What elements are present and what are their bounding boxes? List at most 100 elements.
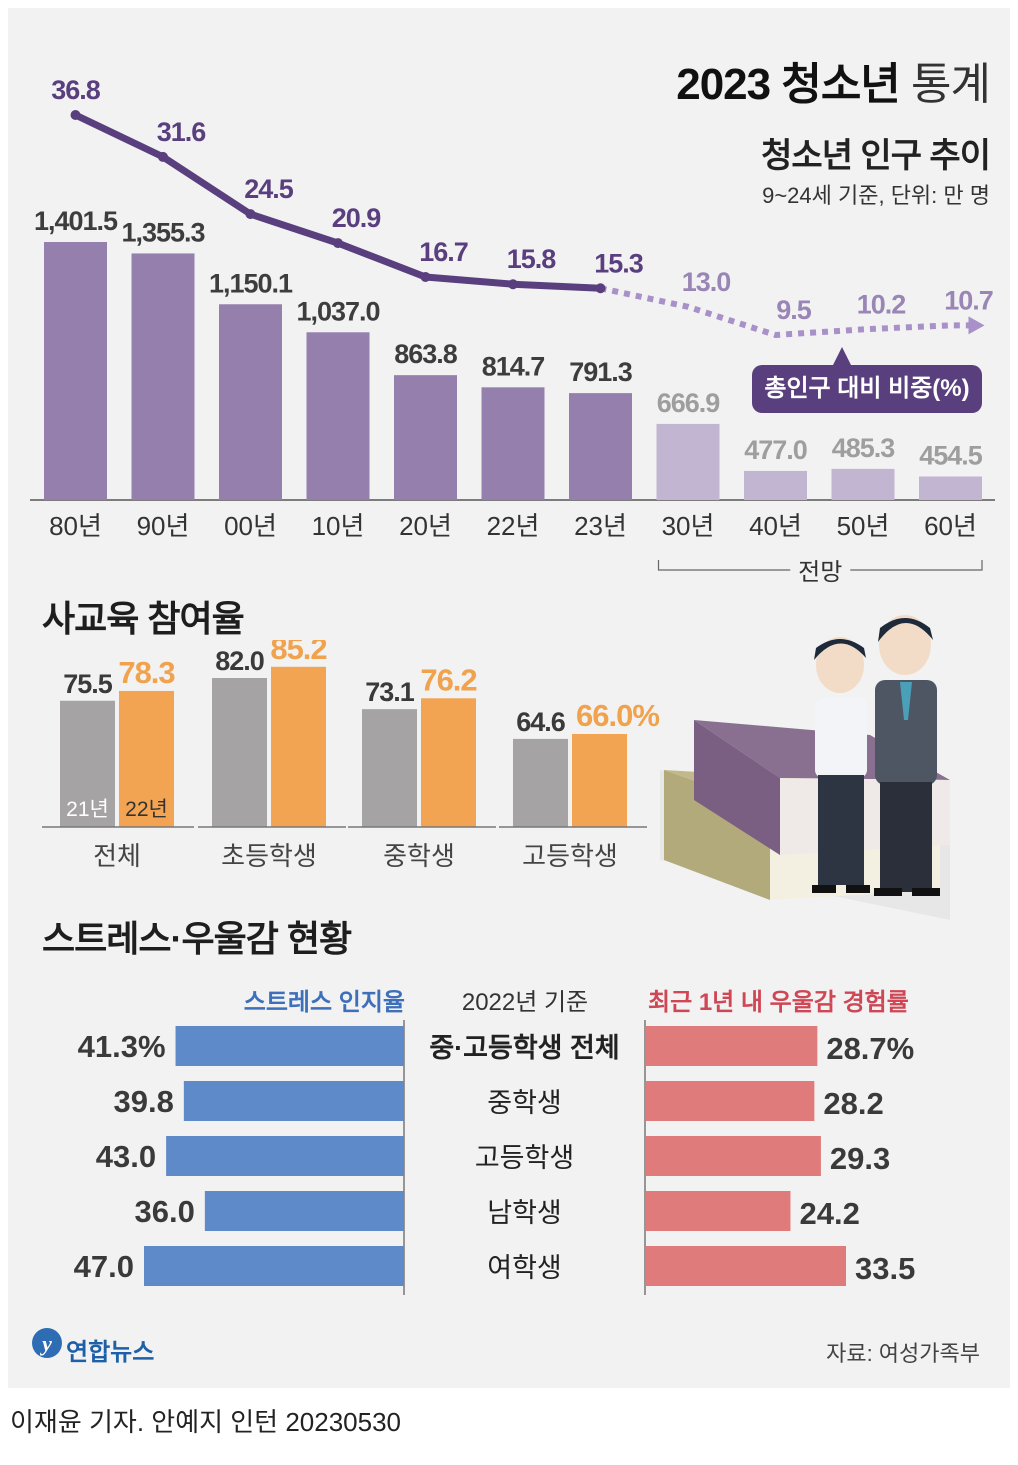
population-x-tick-label: 00년 xyxy=(224,511,277,541)
yonhap-logo-text: 연합뉴스 xyxy=(66,1339,155,1366)
population-bar-label: 863.8 xyxy=(394,339,458,369)
population-bar xyxy=(481,387,545,500)
depression-bar-label: 28.2 xyxy=(823,1086,883,1121)
population-x-tick-label: 22년 xyxy=(487,511,540,541)
edu-legend-22: 22년 xyxy=(125,798,168,821)
population-bar-label: 1,401.5 xyxy=(34,206,118,236)
population-bar-label: 1,355.3 xyxy=(121,217,205,247)
private-edu-chart: 75.5 78.3 전체 82.0 85.2 초등학생 73.1 76.2 중학생 64.6 66.… xyxy=(42,640,660,871)
population-x-tick-label: 60년 xyxy=(924,511,977,541)
stress-category-label: 고등학생 xyxy=(475,1143,574,1173)
population-x-tick-label: 50년 xyxy=(837,511,890,541)
edu-legend-21: 21년 xyxy=(66,798,109,821)
stress-bar xyxy=(144,1246,404,1286)
stress-bar xyxy=(175,1026,404,1066)
population-x-tick-label: 90년 xyxy=(137,511,190,541)
population-bar xyxy=(394,375,457,500)
stress-title: 스트레스·우울감 현황 xyxy=(42,918,352,959)
population-bar-label: 454.5 xyxy=(919,441,983,471)
edu-bar-21-label: 82.0 xyxy=(215,646,264,676)
edu-bar-22 xyxy=(271,666,326,827)
population-chart-note: 9~24세 기준, 단위: 만 명 xyxy=(762,183,990,208)
depression-bar-label: 33.5 xyxy=(855,1251,915,1286)
population-bar xyxy=(656,423,720,500)
edu-bar-21 xyxy=(212,678,267,827)
population-bar-label: 791.3 xyxy=(569,357,633,387)
stress-category-label: 중·고등학생 전체 xyxy=(429,1033,619,1063)
stress-left-header: 스트레스 인지율 xyxy=(243,989,405,1016)
stress-category-label: 중학생 xyxy=(487,1088,562,1118)
ratio-point-label: 24.5 xyxy=(244,174,294,204)
stress-right-header: 최근 1년 내 우울감 경험률 xyxy=(648,989,909,1016)
edu-bar-22-label: 85.2 xyxy=(270,640,326,666)
population-chart: 1,401.5 80년 1,355.3 90년 1,150.1 00년 1,037.0 10년… xyxy=(30,75,995,586)
stress-bar-label: 36.0 xyxy=(135,1194,195,1229)
population-x-tick-label: 10년 xyxy=(312,511,365,541)
students-books-illustration xyxy=(660,615,950,920)
population-bar-label: 666.9 xyxy=(657,388,721,418)
depression-bar xyxy=(646,1246,846,1286)
stress-bar xyxy=(166,1136,404,1176)
depression-bar xyxy=(646,1136,821,1176)
stress-bar-label: 39.8 xyxy=(113,1084,173,1119)
edu-bar-21 xyxy=(362,709,417,827)
edu-bar-21-label: 64.6 xyxy=(516,707,566,737)
population-x-tick-label: 23년 xyxy=(574,511,627,541)
page-title: 2023 청소년 통계 xyxy=(676,60,991,109)
stress-bar-label: 41.3% xyxy=(78,1029,166,1064)
byline: 이재윤 기자. 안예지 인턴 20230530 xyxy=(10,1407,401,1437)
population-x-tick-label: 20년 xyxy=(399,511,452,541)
stress-center-header: 2022년 기준 xyxy=(461,989,589,1016)
depression-bar xyxy=(646,1081,815,1121)
ratio-point-label: 36.8 xyxy=(51,75,101,105)
edu-bar-21 xyxy=(60,700,115,827)
population-bar-label: 477.0 xyxy=(744,435,807,465)
yonhap-logo-icon: y xyxy=(32,1328,62,1358)
stress-bar-label: 43.0 xyxy=(96,1139,156,1174)
ratio-point xyxy=(333,238,343,249)
source-note: 자료: 여성가족부 xyxy=(826,1341,980,1366)
ratio-point xyxy=(70,110,81,120)
ratio-point-label: 15.3 xyxy=(594,248,644,278)
population-bar xyxy=(744,470,807,500)
population-bar xyxy=(131,253,195,500)
ratio-point xyxy=(508,279,518,290)
population-x-tick-label: 30년 xyxy=(662,511,715,541)
edu-bar-22-label: 78.3 xyxy=(118,655,175,690)
edu-category-label: 전체 xyxy=(93,841,141,871)
stress-chart: 41.3% 28.7% 중·고등학생 전체 39.8 28.2 중학생 43.0 29.3 고등… xyxy=(74,1020,915,1295)
ratio-line-forecast xyxy=(599,285,971,339)
legend-pointer-icon xyxy=(832,347,852,367)
edu-category-label: 초등학생 xyxy=(221,841,317,871)
edu-bar-21 xyxy=(513,738,568,827)
population-bar-label: 1,037.0 xyxy=(296,296,379,326)
stress-bar xyxy=(204,1191,404,1231)
population-bar-label: 1,150.1 xyxy=(209,268,293,298)
line-legend-badge: 총인구 대비 비중(%) xyxy=(752,365,982,413)
population-x-tick-label: 40년 xyxy=(749,511,802,541)
depression-bar xyxy=(646,1191,791,1231)
ratio-point xyxy=(245,209,256,220)
ratio-point-label: 31.6 xyxy=(157,117,207,147)
population-bar xyxy=(219,304,282,500)
ratio-point-label: 16.7 xyxy=(419,237,468,267)
ratio-point-label: 13.0 xyxy=(682,267,731,297)
depression-bar xyxy=(646,1026,818,1066)
edu-bar-22 xyxy=(119,690,174,827)
depression-bar-label: 24.2 xyxy=(799,1196,859,1231)
ratio-point-label: 20.9 xyxy=(332,203,382,233)
stress-bar-label: 47.0 xyxy=(74,1249,134,1284)
population-bar-label: 814.7 xyxy=(482,351,545,381)
population-bar xyxy=(569,393,632,500)
edu-bar-22-label: 66.0% xyxy=(576,698,659,733)
depression-bar-label: 29.3 xyxy=(830,1141,890,1176)
ratio-point-label: 9.5 xyxy=(776,295,812,325)
population-bar-label: 485.3 xyxy=(832,433,896,463)
ratio-point xyxy=(420,271,431,282)
population-bar xyxy=(44,242,107,500)
depression-bar-label: 28.7% xyxy=(826,1031,914,1066)
edu-bar-22 xyxy=(421,698,476,827)
forecast-label: 전망 xyxy=(798,559,842,586)
population-chart-title: 청소년 인구 추이 xyxy=(761,137,991,175)
svg-text:y: y xyxy=(39,1331,52,1356)
